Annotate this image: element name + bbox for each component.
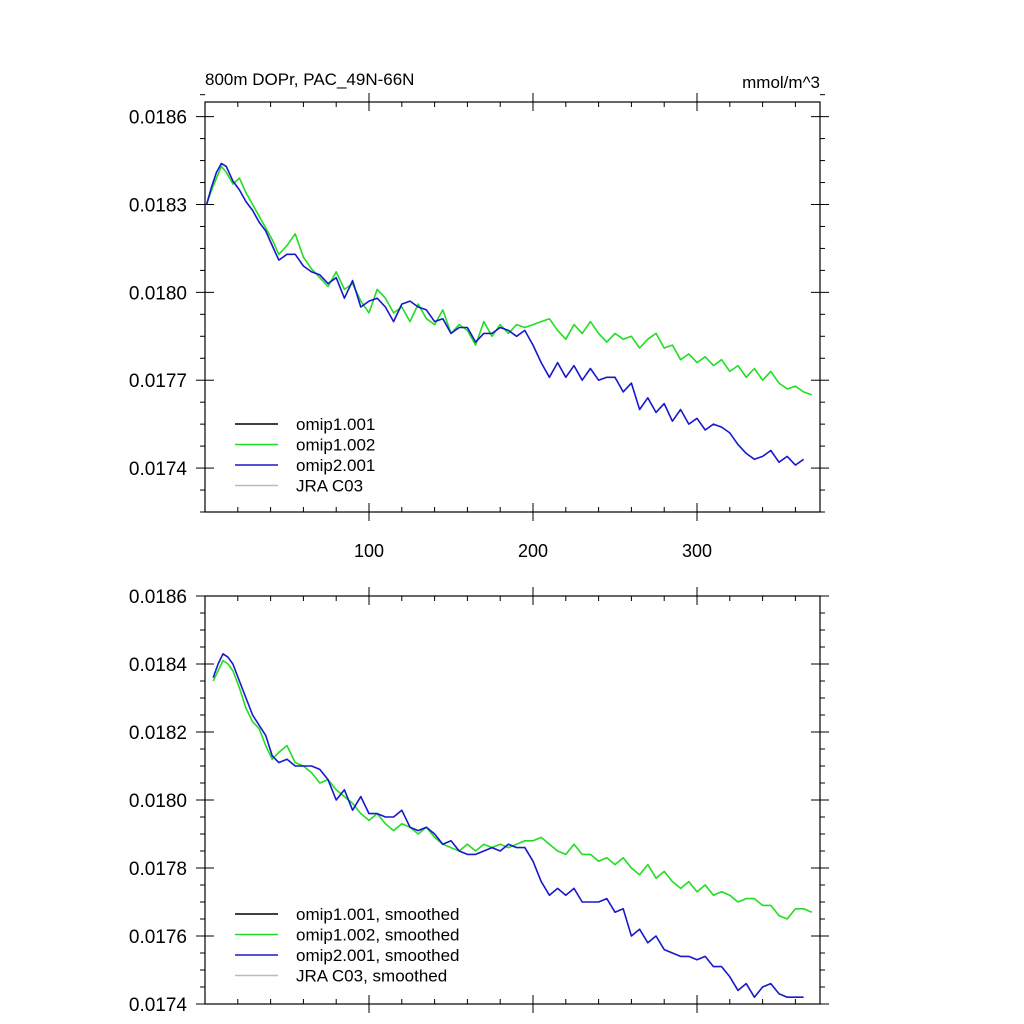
legend-entry: omip1.001, smoothed — [296, 905, 460, 924]
y-tick-label: 0.0182 — [129, 723, 187, 744]
series-line-omip2-001 — [205, 162, 805, 466]
panel-bottom: 0.0174 0.0176 0.0178 0.0180 0.0182 0.0184 0.01… — [129, 587, 829, 1016]
panel-top: 100 200 300 0.0174 0.0177 0.0180 0.0183 0.0186 o… — [129, 93, 829, 561]
y-tick-label: 0.0176 — [129, 927, 187, 948]
chart-title: 800m DOPr, PAC_49N-66N — [205, 70, 414, 89]
legend-entry: omip1.001 — [296, 415, 375, 434]
series-line-omip2-001-smoothed — [212, 652, 804, 999]
x-tick-label: 200 — [518, 541, 548, 561]
x-tick-label: 300 — [682, 541, 712, 561]
legend-entry: omip1.002 — [296, 436, 375, 455]
y-tick-label: 0.0183 — [129, 196, 187, 217]
y-tick-label: 0.0174 — [129, 459, 188, 480]
legend-entry: omip1.002, smoothed — [296, 926, 460, 945]
x-tick-label: 100 — [354, 541, 384, 561]
legend-entry: JRA C03 — [296, 477, 363, 496]
legend-entry: omip2.001, smoothed — [296, 946, 460, 965]
legend-entry: omip2.001 — [296, 456, 375, 475]
y-tick-label: 0.0177 — [129, 371, 187, 392]
series-line-omip1-002-smoothed — [212, 659, 813, 920]
y-tick-label: 0.0180 — [129, 791, 187, 812]
y-tick-label: 0.0186 — [129, 587, 187, 608]
y-tick-label: 0.0184 — [129, 655, 188, 676]
y-tick-label: 0.0174 — [129, 995, 188, 1016]
y-tick-label: 0.0186 — [129, 108, 187, 129]
y-tick-label: 0.0178 — [129, 859, 187, 880]
units-label: mmol/m^3 — [742, 73, 820, 92]
plot-frame — [204, 101, 821, 513]
legend-entry: JRA C03, smoothed — [296, 967, 447, 986]
y-tick-label: 0.0180 — [129, 283, 187, 304]
series-line-omip1-002 — [205, 165, 813, 396]
